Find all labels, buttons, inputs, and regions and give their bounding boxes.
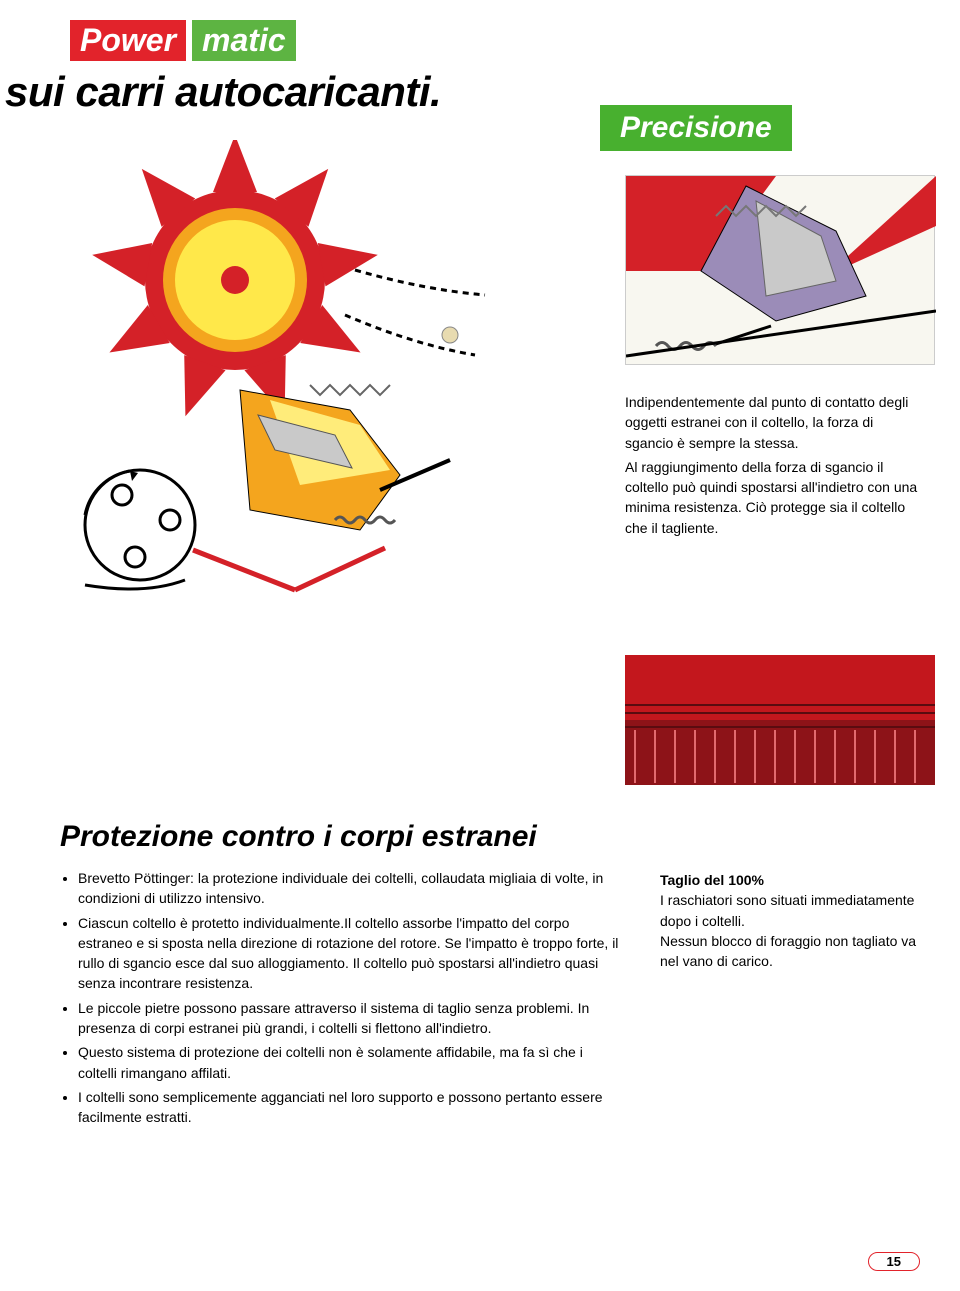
bullet-item: I coltelli sono semplicemente agganciati… <box>78 1087 620 1128</box>
bullet-item: Le piccole pietre possono passare attrav… <box>78 998 620 1039</box>
page-subtitle: sui carri autocaricanti. <box>5 68 441 116</box>
main-diagram <box>55 140 565 630</box>
section-title: Protezione contro i corpi estranei <box>60 820 537 854</box>
side-text-p1: Indipendentemente dal punto di contatto … <box>625 392 925 453</box>
small-diagram <box>625 175 935 365</box>
right-column: Taglio del 100% I raschiatori sono situa… <box>660 870 930 971</box>
logo-right: matic <box>192 20 296 61</box>
bullets-block: Brevetto Pöttinger: la protezione indivi… <box>60 868 620 1132</box>
side-description: Indipendentemente dal punto di contatto … <box>625 392 925 538</box>
logo-left: Power <box>70 20 186 61</box>
right-col-heading: Taglio del 100% <box>660 870 930 890</box>
right-col-p1: I raschiatori sono situati immediatament… <box>660 890 930 931</box>
page-number: 15 <box>868 1252 920 1271</box>
bullet-item: Ciascun coltello è protetto individualme… <box>78 913 620 994</box>
precision-tag: Precisione <box>600 105 792 151</box>
brand-logo: Power matic <box>70 20 296 61</box>
right-col-p2: Nessun blocco di foraggio non tagliato v… <box>660 931 930 972</box>
photo-strip <box>625 655 935 785</box>
bullet-item: Questo sistema di protezione dei coltell… <box>78 1042 620 1083</box>
side-text-p2: Al raggiungimento della forza di sgancio… <box>625 457 925 538</box>
bullet-item: Brevetto Pöttinger: la protezione indivi… <box>78 868 620 909</box>
logo-bar: Power matic <box>70 20 296 61</box>
